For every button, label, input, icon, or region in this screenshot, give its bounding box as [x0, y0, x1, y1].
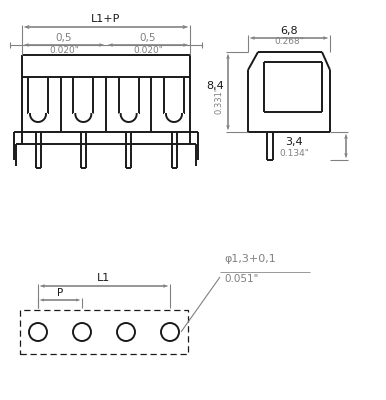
- Text: 0.268": 0.268": [274, 37, 304, 46]
- Text: P: P: [57, 288, 63, 298]
- Text: L1+P: L1+P: [91, 14, 121, 24]
- Text: L1: L1: [97, 273, 111, 283]
- Text: 6,8: 6,8: [280, 26, 298, 36]
- Polygon shape: [164, 114, 184, 122]
- Polygon shape: [28, 114, 48, 122]
- Text: 0,5: 0,5: [140, 33, 156, 43]
- Text: 0.051": 0.051": [224, 274, 258, 284]
- Text: 3,4: 3,4: [285, 137, 303, 147]
- Text: 0.020": 0.020": [133, 46, 163, 55]
- Text: 0.331": 0.331": [215, 86, 224, 114]
- Text: 0.134": 0.134": [279, 150, 309, 158]
- Text: 0.020": 0.020": [49, 46, 79, 55]
- Polygon shape: [73, 114, 93, 122]
- Polygon shape: [119, 114, 139, 122]
- Text: 0,5: 0,5: [56, 33, 72, 43]
- Text: φ1,3+0,1: φ1,3+0,1: [224, 254, 276, 264]
- Bar: [20, 310, 188, 354]
- Text: 8,4: 8,4: [206, 81, 224, 91]
